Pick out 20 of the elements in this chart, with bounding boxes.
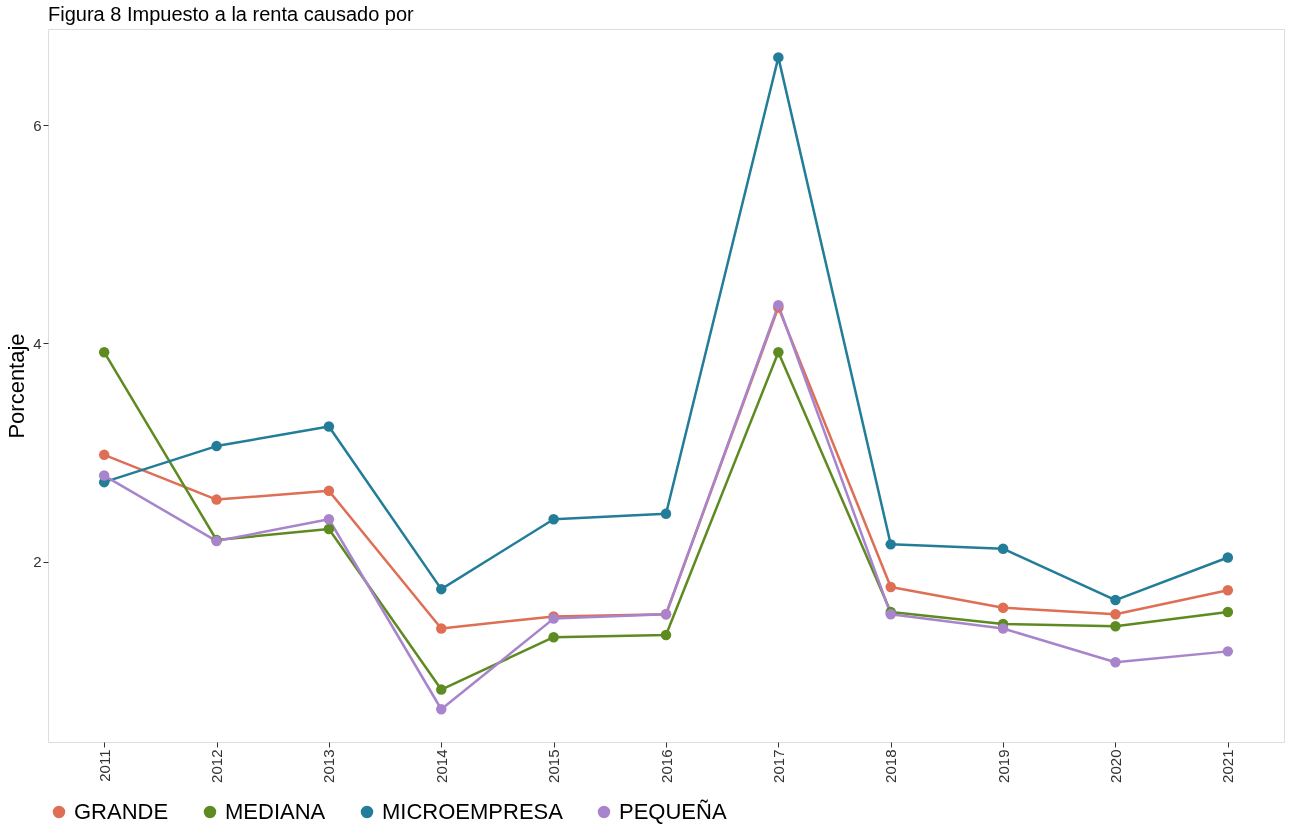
legend-label: GRANDE [74,799,169,824]
y-tick-label: 6 [33,116,42,134]
x-tick-label: 2019 [994,749,1012,783]
x-tick-label: 2021 [1219,749,1237,783]
legend-label: MEDIANA [225,799,326,824]
y-tick-label: 4 [33,334,42,352]
legend-label: MICROEMPRESA [382,799,564,824]
x-tick-label: 2020 [1106,749,1124,783]
x-tick-label: 2017 [769,749,787,783]
x-tick-label: 2012 [208,749,226,783]
x-tick-label: 2018 [882,749,900,783]
x-tick-label: 2011 [95,749,113,782]
x-tick-label: 2015 [545,749,563,783]
x-tick-label: 2013 [320,749,338,783]
y-tick-label: 2 [33,553,42,571]
legend-label: PEQUEÑA [619,799,727,824]
chart-title: Figura 8 Impuesto a la renta causado por [48,3,415,25]
x-tick-label: 2014 [432,749,450,783]
x-tick-label: 2016 [657,749,675,783]
y-axis-title: Porcentaje [4,333,30,439]
